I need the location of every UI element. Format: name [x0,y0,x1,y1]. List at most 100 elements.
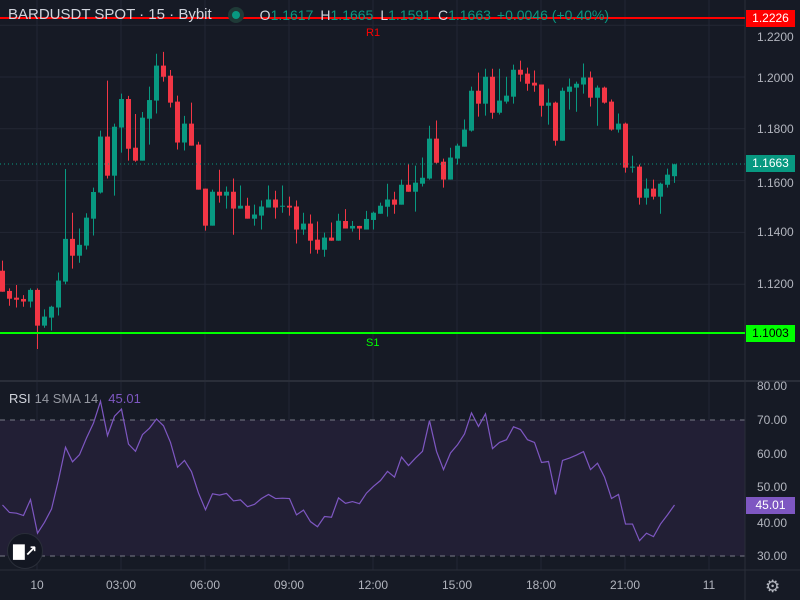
open-label: O [259,7,271,23]
market-open-dot-icon [227,7,244,23]
candle-body [469,90,474,131]
price-tick: 1.1800 [757,122,794,136]
rsi-tick: 70.00 [757,413,788,427]
candle-body [595,87,600,98]
candle [420,157,425,187]
candle [322,232,327,257]
candle [672,163,677,183]
candle-body [511,69,516,97]
open-value: 1.1617 [270,7,314,23]
candle [154,53,159,114]
candle-body [672,164,677,177]
candle-body [651,188,656,197]
candle [455,143,460,165]
candle-body [441,161,446,180]
candle-body [217,191,222,196]
candle [42,309,47,328]
candle [350,221,355,232]
candle-body [203,188,208,226]
candle [658,182,663,214]
candle-body [525,73,530,84]
rsi-tick: 60.00 [757,447,788,461]
candle [7,288,12,306]
symbol-title[interactable]: BARDUSDT SPOT · 15 · Bybit [8,6,212,23]
candle-body [427,138,432,179]
candle-body [574,83,579,88]
candle-body [567,86,572,92]
candle-body [357,225,362,229]
candle [91,187,96,236]
candle-body [189,123,194,146]
time-tick: 15:00 [441,578,473,592]
rsi-line [2,398,675,542]
price-tick: 1.2000 [757,71,794,85]
candle [189,102,194,146]
candle [665,168,670,188]
candle-body [238,205,243,209]
gear-icon[interactable]: ⚙ [765,577,781,596]
candle [273,190,278,219]
candle-body [91,191,96,219]
candle [126,95,131,161]
candle-body [28,289,33,302]
candle [231,178,236,235]
s1-price-tag: 1.1003 [746,325,795,342]
candle-body [98,136,103,193]
candle [266,185,271,208]
r1-label: R1 [366,27,381,39]
candle-body [518,69,523,75]
candle-body [378,205,383,214]
candle [532,70,537,92]
time-tick: 09:00 [273,578,305,592]
candle-body [266,199,271,208]
candle [644,178,649,205]
candle [462,119,467,147]
candle-body [182,123,187,143]
candle-body [224,191,229,196]
price-tick: 1.1200 [757,277,794,291]
low-value: 1.1591 [388,7,431,23]
candle-body [371,212,376,220]
rsi-legend[interactable]: RSI 14 SMA 14 45.01 [9,391,141,406]
rsi-tick: 80.00 [757,379,788,393]
candle [315,221,320,254]
candle [77,228,82,263]
tradingview-logo[interactable]: ▇↗ [7,533,43,569]
candle [280,185,285,213]
candle-body [476,90,481,104]
time-tick: 06:00 [189,578,221,592]
candle [175,95,180,150]
candle [245,197,250,219]
candle-body [462,129,467,147]
candle [623,122,628,173]
candle [476,72,481,117]
candle-body [7,290,12,299]
candle-body [658,183,663,197]
candle-body [448,157,453,180]
candle [546,88,551,125]
candle-body [259,206,264,216]
candle-body [252,214,257,219]
candle [21,295,26,307]
time-tick: 03:00 [105,578,137,592]
candle-body [70,238,75,256]
rsi-tick: 50.00 [757,480,788,494]
time-tick: 10 [30,578,44,592]
candle [553,101,558,146]
candle [574,81,579,112]
candle [119,93,124,153]
candle [539,84,544,117]
candle [182,115,187,151]
candle-body [413,182,418,192]
rsi-tick: 30.00 [757,549,788,563]
rsi-name: RSI [9,391,31,406]
candle [252,204,257,226]
candle [602,86,607,104]
candle-body [168,75,173,103]
candles [0,51,677,349]
candle [329,222,334,241]
candle [84,213,89,250]
candle [0,260,5,292]
candle [336,213,341,241]
